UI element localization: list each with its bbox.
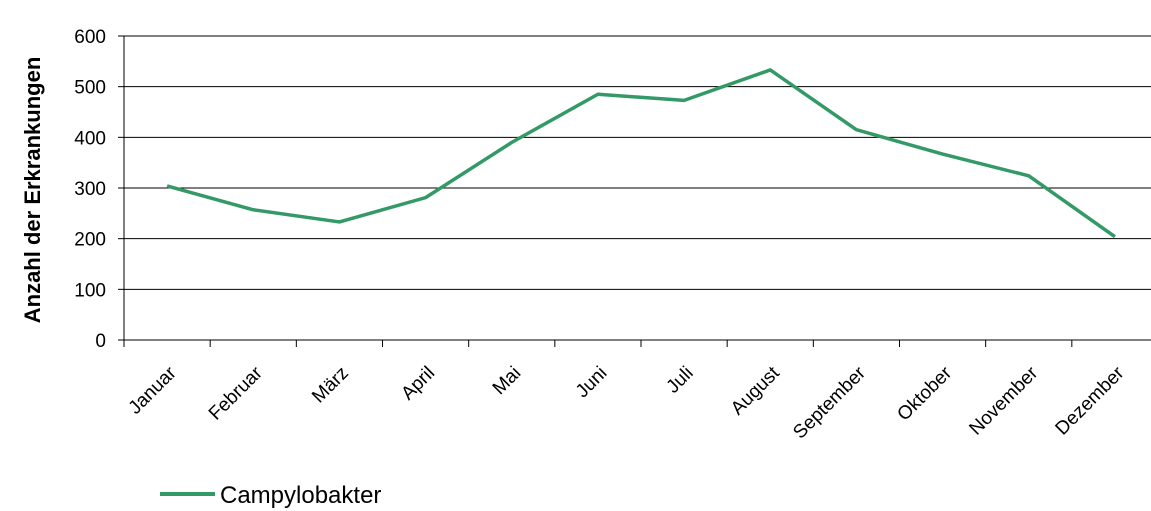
y-tick-label: 500	[74, 78, 106, 99]
gridlines	[124, 35, 1151, 290]
x-tick-label: August	[727, 362, 784, 419]
x-tick-label: Februar	[205, 362, 267, 424]
x-tick-label: Juni	[572, 363, 611, 402]
y-tick-label: 600	[74, 27, 106, 48]
y-axis-title: Anzahl der Erkrankungen	[20, 57, 45, 324]
legend-label: Campylobakter	[220, 482, 381, 509]
x-tick-labels: Januar Februar März April Mai Juni Juli August S…	[125, 362, 1129, 443]
x-tick-label: Juli	[663, 363, 698, 398]
x-tick-label: September	[789, 362, 870, 443]
series-line	[166, 68, 1116, 239]
x-tick-label: Januar	[125, 362, 181, 418]
axes	[118, 35, 1151, 347]
x-tick-label: Mai	[489, 363, 526, 400]
y-tick-label: 200	[74, 230, 106, 251]
legend: Campylobakter	[160, 482, 381, 509]
x-tick-label: November	[965, 362, 1042, 439]
y-tick-label: 100	[74, 280, 106, 301]
y-tick-label: 0	[95, 331, 106, 352]
series-lines	[166, 68, 1116, 239]
x-tick-label: April	[397, 363, 439, 405]
y-tick-label: 400	[74, 128, 106, 149]
x-tick-label: Dezember	[1052, 362, 1129, 439]
y-tick-label: 300	[74, 179, 106, 200]
x-tick-label: Oktober	[893, 362, 956, 425]
x-tick-label: März	[308, 363, 353, 408]
y-tick-labels: 0 100 200 300 400 500 600	[74, 27, 106, 352]
